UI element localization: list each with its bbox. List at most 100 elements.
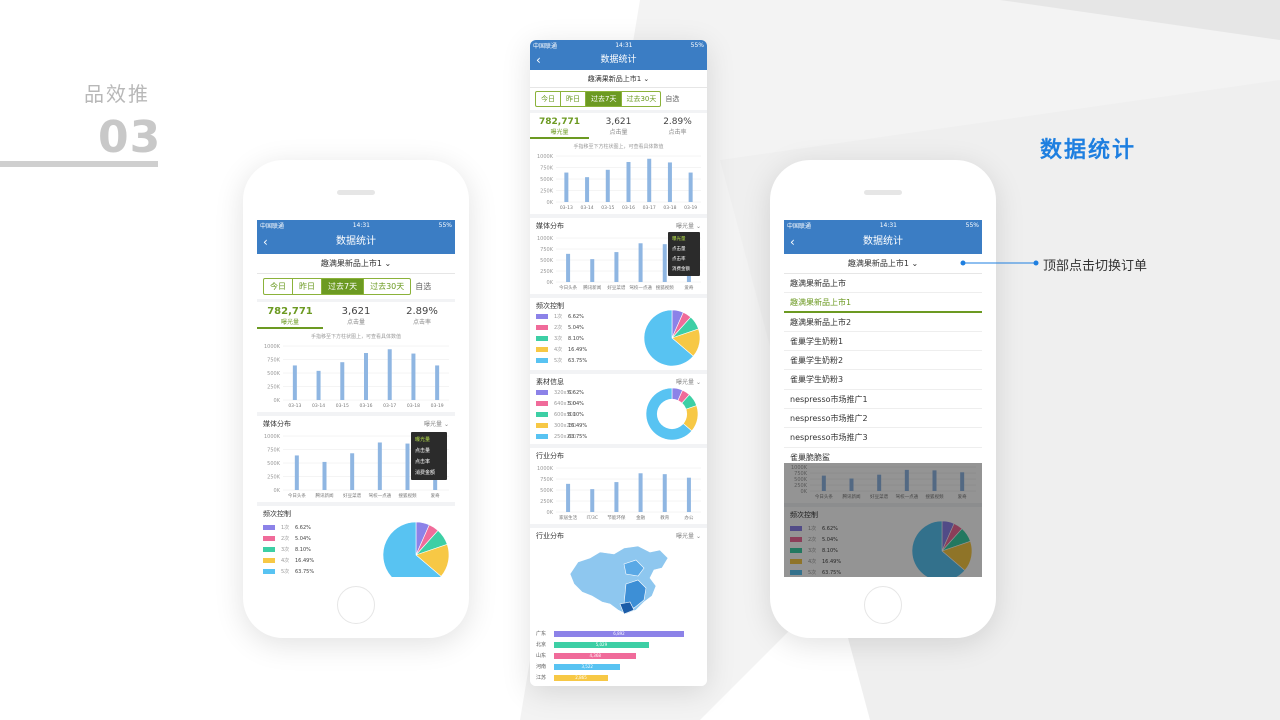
dropdown-item[interactable]: 点击量 <box>672 247 686 252</box>
carrier: 中国联通 <box>260 222 285 230</box>
tab-today[interactable]: 今日 <box>536 92 561 106</box>
tab-last-30-days[interactable]: 过去30天 <box>626 95 657 103</box>
region-bar-chart[interactable]: 广东 6,892 北京 5,029 山东 4,368 河南 3,522 江苏 2,865 <box>536 628 696 683</box>
bar <box>564 172 569 202</box>
date-tabs: 今日 昨日 过去7天 过去30天 自选 <box>530 88 707 110</box>
y-tick-label: 500K <box>794 477 808 483</box>
order-picker[interactable]: 趣满果新品上市1 ⌄ <box>257 254 455 274</box>
bar <box>585 177 590 202</box>
trend-bar-chart[interactable]: 1000K 750K 500K 250K 0K 03-13 03-14 03-15 03-16 0… <box>257 342 455 412</box>
metric-selector[interactable]: 曝光量 ⌄ <box>424 421 449 428</box>
legend-value: 6.62% <box>295 524 311 531</box>
legend-label: 640x100 <box>554 400 577 407</box>
order-list-item[interactable]: nespresso市场推广1 <box>784 390 982 410</box>
legend-item: 3次 8.10% <box>263 544 314 555</box>
tab-last-30-days[interactable]: 过去30天 <box>370 282 405 291</box>
stat-impressions[interactable]: 782,771 曝光量 <box>530 117 589 139</box>
legend-value: 6.62% <box>822 525 838 532</box>
metric-selector[interactable]: 曝光量 ⌄ <box>676 533 701 540</box>
industry-card: 行业分布 1000K 750K 500K 250K 0K 家居生活 IT/3C 节能环保 金融 教… <box>530 448 707 524</box>
bar <box>686 477 691 512</box>
dim-overlay[interactable] <box>784 463 982 577</box>
bar <box>590 489 595 512</box>
date-tab-group: 今日 昨日 过去7天 过去30天 <box>535 91 662 107</box>
x-tick-label: 03-18 <box>407 403 420 409</box>
dropdown-item[interactable]: 曝光量 <box>415 437 431 443</box>
card-title: 媒体分布 <box>536 222 564 230</box>
frequency-pie-chart[interactable] <box>642 308 702 368</box>
x-tick-label: 03-15 <box>601 205 614 211</box>
bar <box>292 365 297 400</box>
tab-custom[interactable]: 自选 <box>665 95 680 103</box>
frequency-pie-chart <box>911 520 973 577</box>
legend-value: 6.62% <box>568 389 584 396</box>
stat-ctr[interactable]: 2.89% 点击率 <box>648 117 707 139</box>
industry-bar-chart[interactable]: 1000K 750K 500K 250K 0K 家居生活 IT/3C 节能环保 金融 教育 办公 <box>530 464 707 524</box>
phone-middle-screen: 中国联通 14:31 55% ‹ 数据统计 趣满果新品上市1 ⌄ 今日 昨日 过… <box>530 40 707 686</box>
order-picker[interactable]: 趣满果新品上市1 ⌄ <box>530 70 707 88</box>
order-list-item[interactable]: 趣满果新品上市2 <box>784 313 982 332</box>
tab-yesterday[interactable]: 昨日 <box>561 92 586 106</box>
legend-swatch <box>536 347 548 352</box>
legend-swatch <box>536 412 548 417</box>
legend-label: 2次 <box>808 537 817 543</box>
tab-custom[interactable]: 自选 <box>415 282 432 291</box>
back-icon[interactable]: ‹ <box>263 235 268 249</box>
order-list-item[interactable]: 雀巢学生奶粉3 <box>784 370 982 390</box>
dropdown-item[interactable]: 点击率 <box>415 459 431 465</box>
order-list-item-selected[interactable]: 趣满果新品上市1 <box>784 293 982 313</box>
metric-selector[interactable]: 曝光量 ⌄ <box>676 223 701 230</box>
chevron-down-icon: ⌄ <box>384 259 392 268</box>
stat-label: 点击率 <box>412 319 431 326</box>
material-donut-chart[interactable] <box>644 386 700 442</box>
legend-swatch <box>536 358 548 363</box>
hbar-category: 广东 <box>536 631 547 637</box>
china-map[interactable] <box>564 544 674 618</box>
nav-title: 数据统计 <box>600 55 637 65</box>
annotation-connector <box>960 260 1039 266</box>
metric-selector-label: 曝光量 <box>424 421 443 428</box>
stat-impressions[interactable]: 782,771 曝光量 <box>257 306 323 329</box>
dropdown-item[interactable]: 消费金额 <box>415 470 436 476</box>
bar <box>821 475 826 491</box>
tab-today[interactable]: 今日 <box>264 279 293 294</box>
stat-clicks[interactable]: 3,621 点击量 <box>589 117 648 139</box>
frequency-pie-chart[interactable] <box>381 520 451 577</box>
y-tick-label: 1000K <box>264 434 281 440</box>
y-tick-label: 0K <box>547 280 554 286</box>
metric-selector[interactable]: 曝光量 ⌄ <box>676 379 701 386</box>
clock: 14:31 <box>352 221 370 229</box>
tab-last-7-days[interactable]: 过去7天 <box>586 92 623 106</box>
bar <box>647 158 652 202</box>
order-list-item[interactable]: 雀巢学生奶粉1 <box>784 332 982 352</box>
back-icon[interactable]: ‹ <box>790 235 795 249</box>
stat-ctr[interactable]: 2.89% 点击率 <box>389 306 455 329</box>
bar <box>387 349 392 400</box>
stat-label: 点击量 <box>609 129 628 136</box>
order-list-item[interactable]: nespresso市场推广3 <box>784 428 982 448</box>
stat-clicks[interactable]: 3,621 点击量 <box>323 306 389 329</box>
order-picker[interactable]: 趣满果新品上市1 ⌄ <box>784 254 982 274</box>
status-bar: 中国联通 14:31 55% <box>784 220 982 230</box>
hbar-row: 河南 3,522 <box>536 661 696 672</box>
dropdown-item[interactable]: 曝光量 <box>672 237 686 242</box>
legend-label: 3次 <box>554 336 563 342</box>
dropdown-item[interactable]: 点击率 <box>672 257 686 262</box>
legend-label: 4次 <box>554 347 563 353</box>
bar <box>316 370 321 400</box>
order-list-item[interactable]: 雀巢学生奶粉2 <box>784 351 982 371</box>
trend-bar-chart[interactable]: 1000K 750K 500K 250K 0K 03-13 03-14 03-15 03-16 0… <box>530 152 707 214</box>
tab-yesterday[interactable]: 昨日 <box>293 279 322 294</box>
order-list-item[interactable]: nespresso市场推广2 <box>784 409 982 429</box>
order-list-item[interactable]: 趣满果新品上市 <box>784 274 982 294</box>
bar <box>638 243 643 282</box>
dropdown-item[interactable]: 消费金额 <box>672 267 690 272</box>
phone-left-screen: 中国联通 14:31 55% ‹ 数据统计 趣满果新品上市1 ⌄ 今日 昨日 过… <box>257 220 455 577</box>
legend-swatch <box>536 434 548 439</box>
x-tick-label: 驾校一点通 <box>629 284 652 291</box>
y-tick-label: 0K <box>801 489 808 495</box>
dropdown-item[interactable]: 点击量 <box>415 448 431 454</box>
frequency-card: 频次控制 1次 6.62% 2次 5.04% 3次 8.10% 4次 16.49% 5次 63.7… <box>257 506 455 577</box>
tab-last-7-days[interactable]: 过去7天 <box>322 279 365 294</box>
back-icon[interactable]: ‹ <box>536 53 541 67</box>
